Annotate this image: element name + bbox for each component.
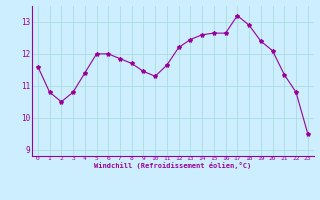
X-axis label: Windchill (Refroidissement éolien,°C): Windchill (Refroidissement éolien,°C) (94, 162, 252, 169)
